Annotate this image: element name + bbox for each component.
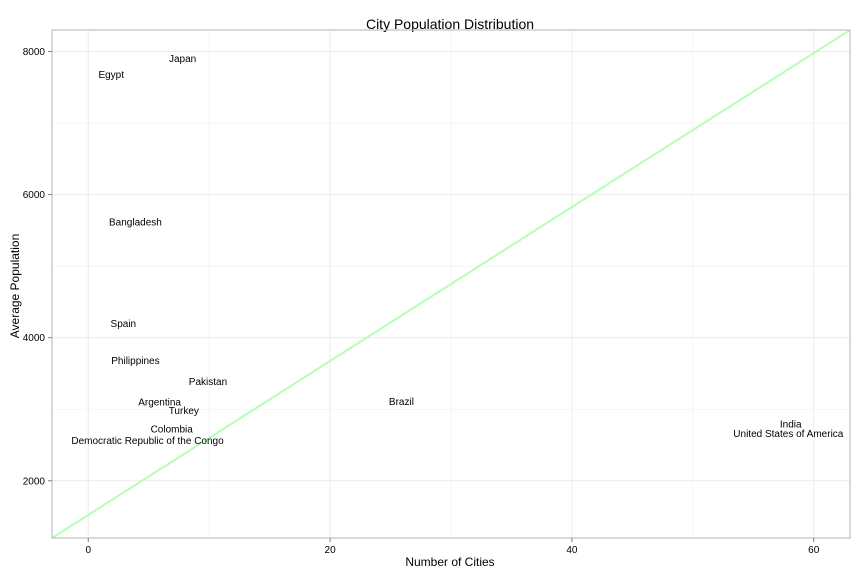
grid	[52, 30, 850, 538]
trend-line-group	[52, 30, 850, 538]
y-tick-label: 4000	[23, 333, 46, 344]
x-tick-label: 60	[808, 545, 820, 556]
point-label: Brazil	[389, 397, 414, 408]
x-tick-label: 40	[566, 545, 578, 556]
point-label: Bangladesh	[109, 217, 162, 228]
point-label: Colombia	[151, 425, 194, 436]
point-label: Egypt	[98, 70, 124, 81]
point-label: United States of America	[733, 429, 843, 440]
y-tick-label: 6000	[23, 190, 46, 201]
x-tick-label: 20	[325, 545, 337, 556]
point-label: Argentina	[138, 398, 181, 409]
x-tick-label: 0	[85, 545, 91, 556]
point-label: Japan	[169, 54, 196, 65]
chart-title: City Population Distribution	[366, 16, 534, 32]
y-axis-label: Average Population	[8, 234, 22, 339]
y-tick-label: 2000	[23, 476, 46, 487]
x-axis-ticks: 0 20 40 60	[85, 538, 820, 556]
point-label: Democratic Republic of the Congo	[71, 436, 224, 447]
x-axis-label: Number of Cities	[405, 555, 494, 569]
point-label: Philippines	[111, 356, 159, 367]
plot-panel-border	[51, 29, 851, 539]
y-axis-ticks: 2000 4000 6000 8000	[23, 47, 52, 487]
trend-line	[52, 30, 850, 538]
point-label: Spain	[111, 319, 137, 330]
point-label: Turkey	[169, 406, 199, 417]
point-labels: Japan Egypt Bangladesh Spain Philippines Paki…	[71, 54, 843, 447]
y-tick-label: 8000	[23, 47, 46, 58]
point-label: India	[780, 420, 802, 431]
point-label: Pakistan	[189, 377, 227, 388]
